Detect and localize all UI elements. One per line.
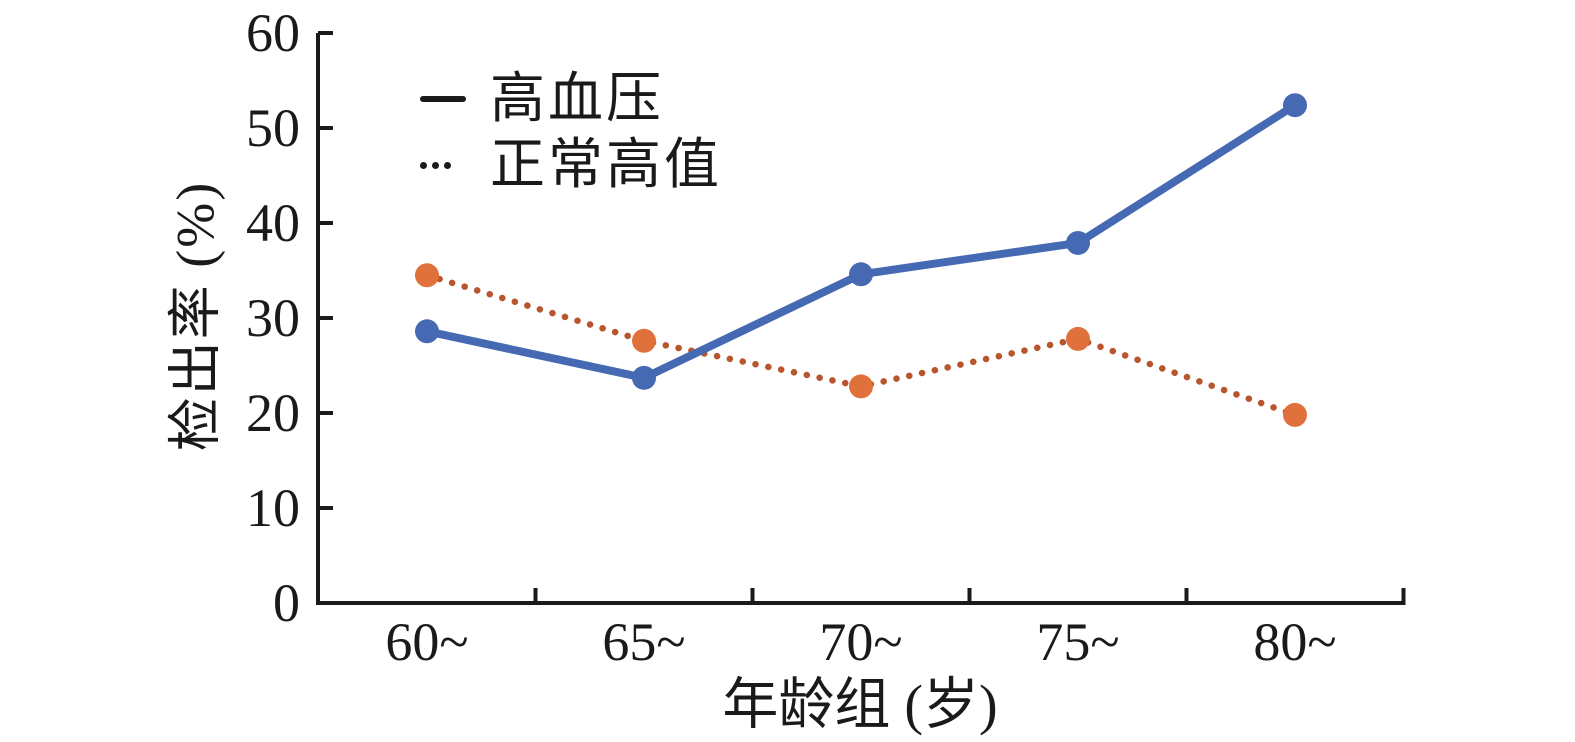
data-point-1-4: [1283, 402, 1307, 427]
data-point-0-2: [849, 262, 873, 287]
legend-item-hypertension: 高血压: [420, 70, 722, 128]
data-point-0-1: [632, 365, 656, 390]
y-tick-label: 0: [273, 573, 300, 633]
y-tick-label: 60: [246, 3, 300, 63]
legend-item-normal-high: 正常高值: [420, 136, 722, 194]
x-tick-label: 80~: [1253, 612, 1336, 672]
y-tick-label: 20: [246, 383, 300, 443]
y-tick-label: 10: [246, 478, 300, 538]
x-tick-label: 65~: [602, 612, 685, 672]
data-point-0-4: [1283, 93, 1307, 118]
data-point-1-1: [632, 328, 656, 353]
y-axis-title: 检出率 (%): [165, 180, 226, 452]
x-tick-label: 70~: [819, 612, 902, 672]
data-point-0-0: [415, 319, 439, 344]
legend-label: 正常高值: [490, 134, 723, 195]
legend: 高血压 正常高值: [420, 70, 722, 194]
y-tick-label: 50: [246, 98, 300, 158]
y-tick-label: 40: [246, 193, 300, 253]
y-tick-label: 30: [246, 288, 300, 348]
data-point-1-0: [415, 263, 439, 288]
data-point-0-3: [1066, 230, 1090, 255]
x-tick-label: 75~: [1036, 612, 1119, 672]
legend-solid-line-swatch: [420, 96, 470, 102]
legend-label: 高血压: [490, 68, 665, 129]
x-axis-title: 年龄组 (岁): [722, 674, 998, 737]
data-point-1-3: [1066, 326, 1090, 351]
x-tick-label: 60~: [385, 612, 468, 672]
data-point-1-2: [849, 374, 873, 399]
legend-dotted-line-swatch: [420, 161, 470, 169]
